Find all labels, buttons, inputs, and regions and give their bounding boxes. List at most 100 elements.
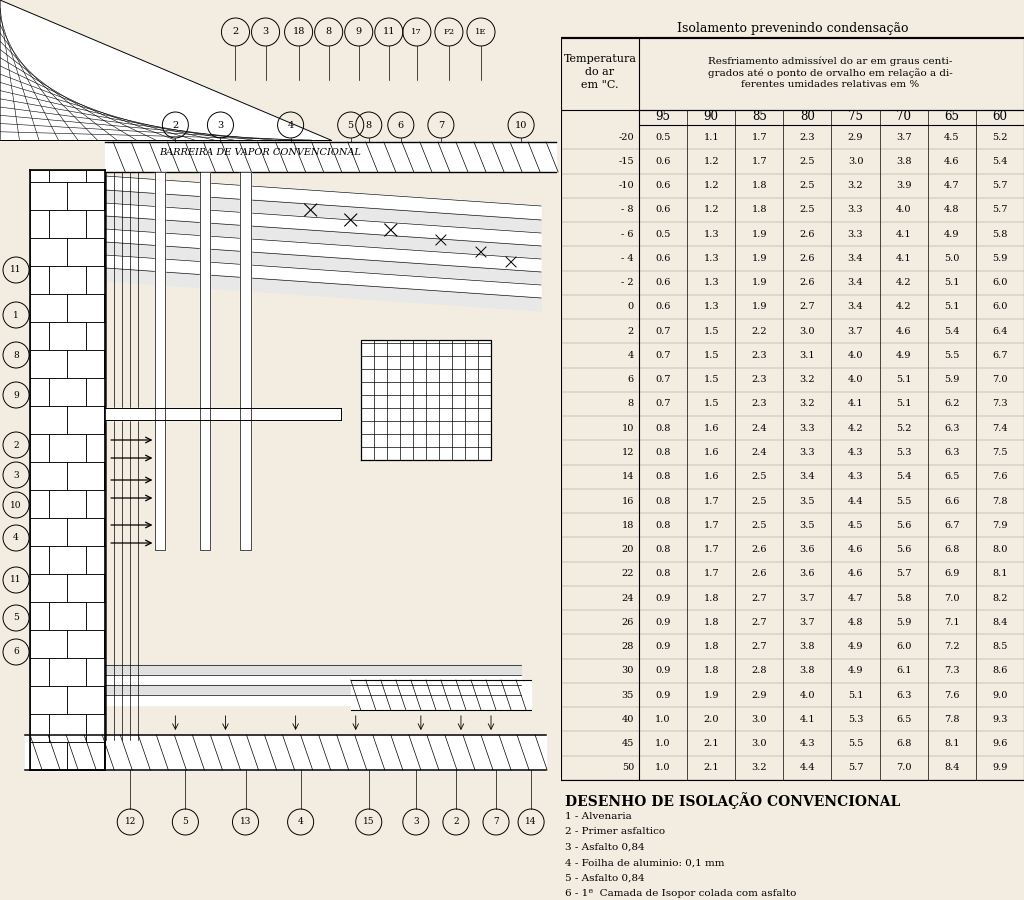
Text: 1.1: 1.1: [703, 132, 719, 141]
Text: 4.1: 4.1: [848, 400, 863, 409]
Bar: [30, 294, 68, 322]
Text: 3.5: 3.5: [800, 497, 815, 506]
Text: 4.3: 4.3: [800, 739, 815, 748]
Text: 8.4: 8.4: [992, 617, 1008, 626]
Text: 2.6: 2.6: [752, 545, 767, 554]
Text: 1 - Alvenaria: 1 - Alvenaria: [565, 812, 632, 821]
Text: 0.9: 0.9: [655, 642, 671, 651]
Text: 0.7: 0.7: [655, 327, 671, 336]
Text: 5.6: 5.6: [896, 521, 911, 530]
Text: 1.0: 1.0: [655, 763, 671, 772]
Text: 2.5: 2.5: [800, 157, 815, 166]
Text: 14: 14: [525, 817, 537, 826]
Text: 1.8: 1.8: [752, 205, 767, 214]
Bar: [30, 350, 68, 378]
Text: 8: 8: [13, 350, 18, 359]
Bar: [30, 546, 48, 574]
Text: 7.9: 7.9: [992, 521, 1008, 530]
Bar: [86, 602, 105, 630]
Text: 0.6: 0.6: [655, 181, 671, 190]
Text: 5.1: 5.1: [896, 375, 911, 384]
Text: 9.0: 9.0: [992, 690, 1008, 699]
Text: 3: 3: [262, 28, 268, 37]
Text: 2.3: 2.3: [752, 351, 767, 360]
Text: 1.5: 1.5: [703, 351, 719, 360]
Polygon shape: [105, 190, 541, 233]
Text: 12: 12: [125, 817, 136, 826]
Text: 0.8: 0.8: [655, 570, 671, 579]
Text: 2.3: 2.3: [752, 375, 767, 384]
Bar: [48, 490, 86, 518]
Text: 8.2: 8.2: [992, 594, 1008, 603]
Bar: [30, 322, 48, 350]
Text: 10: 10: [10, 500, 22, 509]
Text: 6.7: 6.7: [992, 351, 1008, 360]
Text: 85: 85: [752, 110, 767, 123]
Text: - 8: - 8: [622, 205, 634, 214]
Text: 8.1: 8.1: [944, 739, 959, 748]
Text: 3.7: 3.7: [800, 617, 815, 626]
Text: 2.4: 2.4: [752, 448, 767, 457]
Text: 8: 8: [326, 28, 332, 37]
Text: 0.5: 0.5: [655, 132, 671, 141]
Text: 2.6: 2.6: [800, 278, 815, 287]
Bar: [30, 406, 68, 434]
Bar: [30, 518, 68, 546]
Text: 8.5: 8.5: [992, 642, 1008, 651]
Text: 5.1: 5.1: [848, 690, 863, 699]
Text: 1.7: 1.7: [703, 570, 719, 579]
Text: 70: 70: [896, 110, 911, 123]
Text: 18: 18: [622, 521, 634, 530]
Text: 3.4: 3.4: [800, 472, 815, 482]
Text: 11: 11: [383, 28, 395, 37]
Text: 1E: 1E: [475, 28, 486, 36]
Text: 3.4: 3.4: [848, 254, 863, 263]
Text: 1.3: 1.3: [703, 278, 719, 287]
Bar: [86, 490, 105, 518]
Bar: [68, 630, 104, 658]
Polygon shape: [30, 170, 105, 770]
Bar: [48, 210, 86, 238]
Text: 4.6: 4.6: [848, 570, 863, 579]
Text: 2.6: 2.6: [800, 230, 815, 238]
Text: 3.8: 3.8: [800, 666, 815, 675]
Text: 0.8: 0.8: [655, 497, 671, 506]
Bar: [48, 266, 86, 294]
Text: 5.2: 5.2: [992, 132, 1008, 141]
Bar: [48, 434, 86, 462]
Polygon shape: [360, 340, 492, 460]
Text: 9: 9: [13, 391, 18, 400]
Text: 2.8: 2.8: [752, 666, 767, 675]
Bar: [48, 378, 86, 406]
Text: 4.6: 4.6: [944, 157, 959, 166]
Text: 3.6: 3.6: [800, 570, 815, 579]
Bar: [68, 406, 104, 434]
Text: 2.5: 2.5: [752, 497, 767, 506]
Text: 4.7: 4.7: [848, 594, 863, 603]
Text: 3 - Asfalto 0,84: 3 - Asfalto 0,84: [565, 843, 645, 852]
Text: 1.0: 1.0: [655, 739, 671, 748]
Text: 2: 2: [172, 121, 178, 130]
Bar: [86, 170, 105, 182]
Text: 7.6: 7.6: [992, 472, 1008, 482]
Text: 2.7: 2.7: [752, 617, 767, 626]
Text: 7.3: 7.3: [992, 400, 1008, 409]
Text: 1.8: 1.8: [703, 642, 719, 651]
Text: 6: 6: [397, 121, 403, 130]
Polygon shape: [105, 176, 541, 220]
Bar: [30, 182, 68, 210]
Text: 0.8: 0.8: [655, 472, 671, 482]
Text: 4.2: 4.2: [896, 278, 911, 287]
Text: 4.1: 4.1: [800, 715, 815, 724]
Text: 4: 4: [628, 351, 634, 360]
Text: 3.4: 3.4: [848, 302, 863, 311]
Text: 22: 22: [622, 570, 634, 579]
Text: 7.0: 7.0: [944, 594, 959, 603]
Text: 75: 75: [848, 110, 863, 123]
Text: 7.6: 7.6: [944, 690, 959, 699]
Text: 8: 8: [366, 121, 372, 130]
Text: 12: 12: [622, 448, 634, 457]
Bar: [68, 294, 104, 322]
Text: 5.1: 5.1: [944, 302, 959, 311]
Bar: [30, 714, 48, 742]
